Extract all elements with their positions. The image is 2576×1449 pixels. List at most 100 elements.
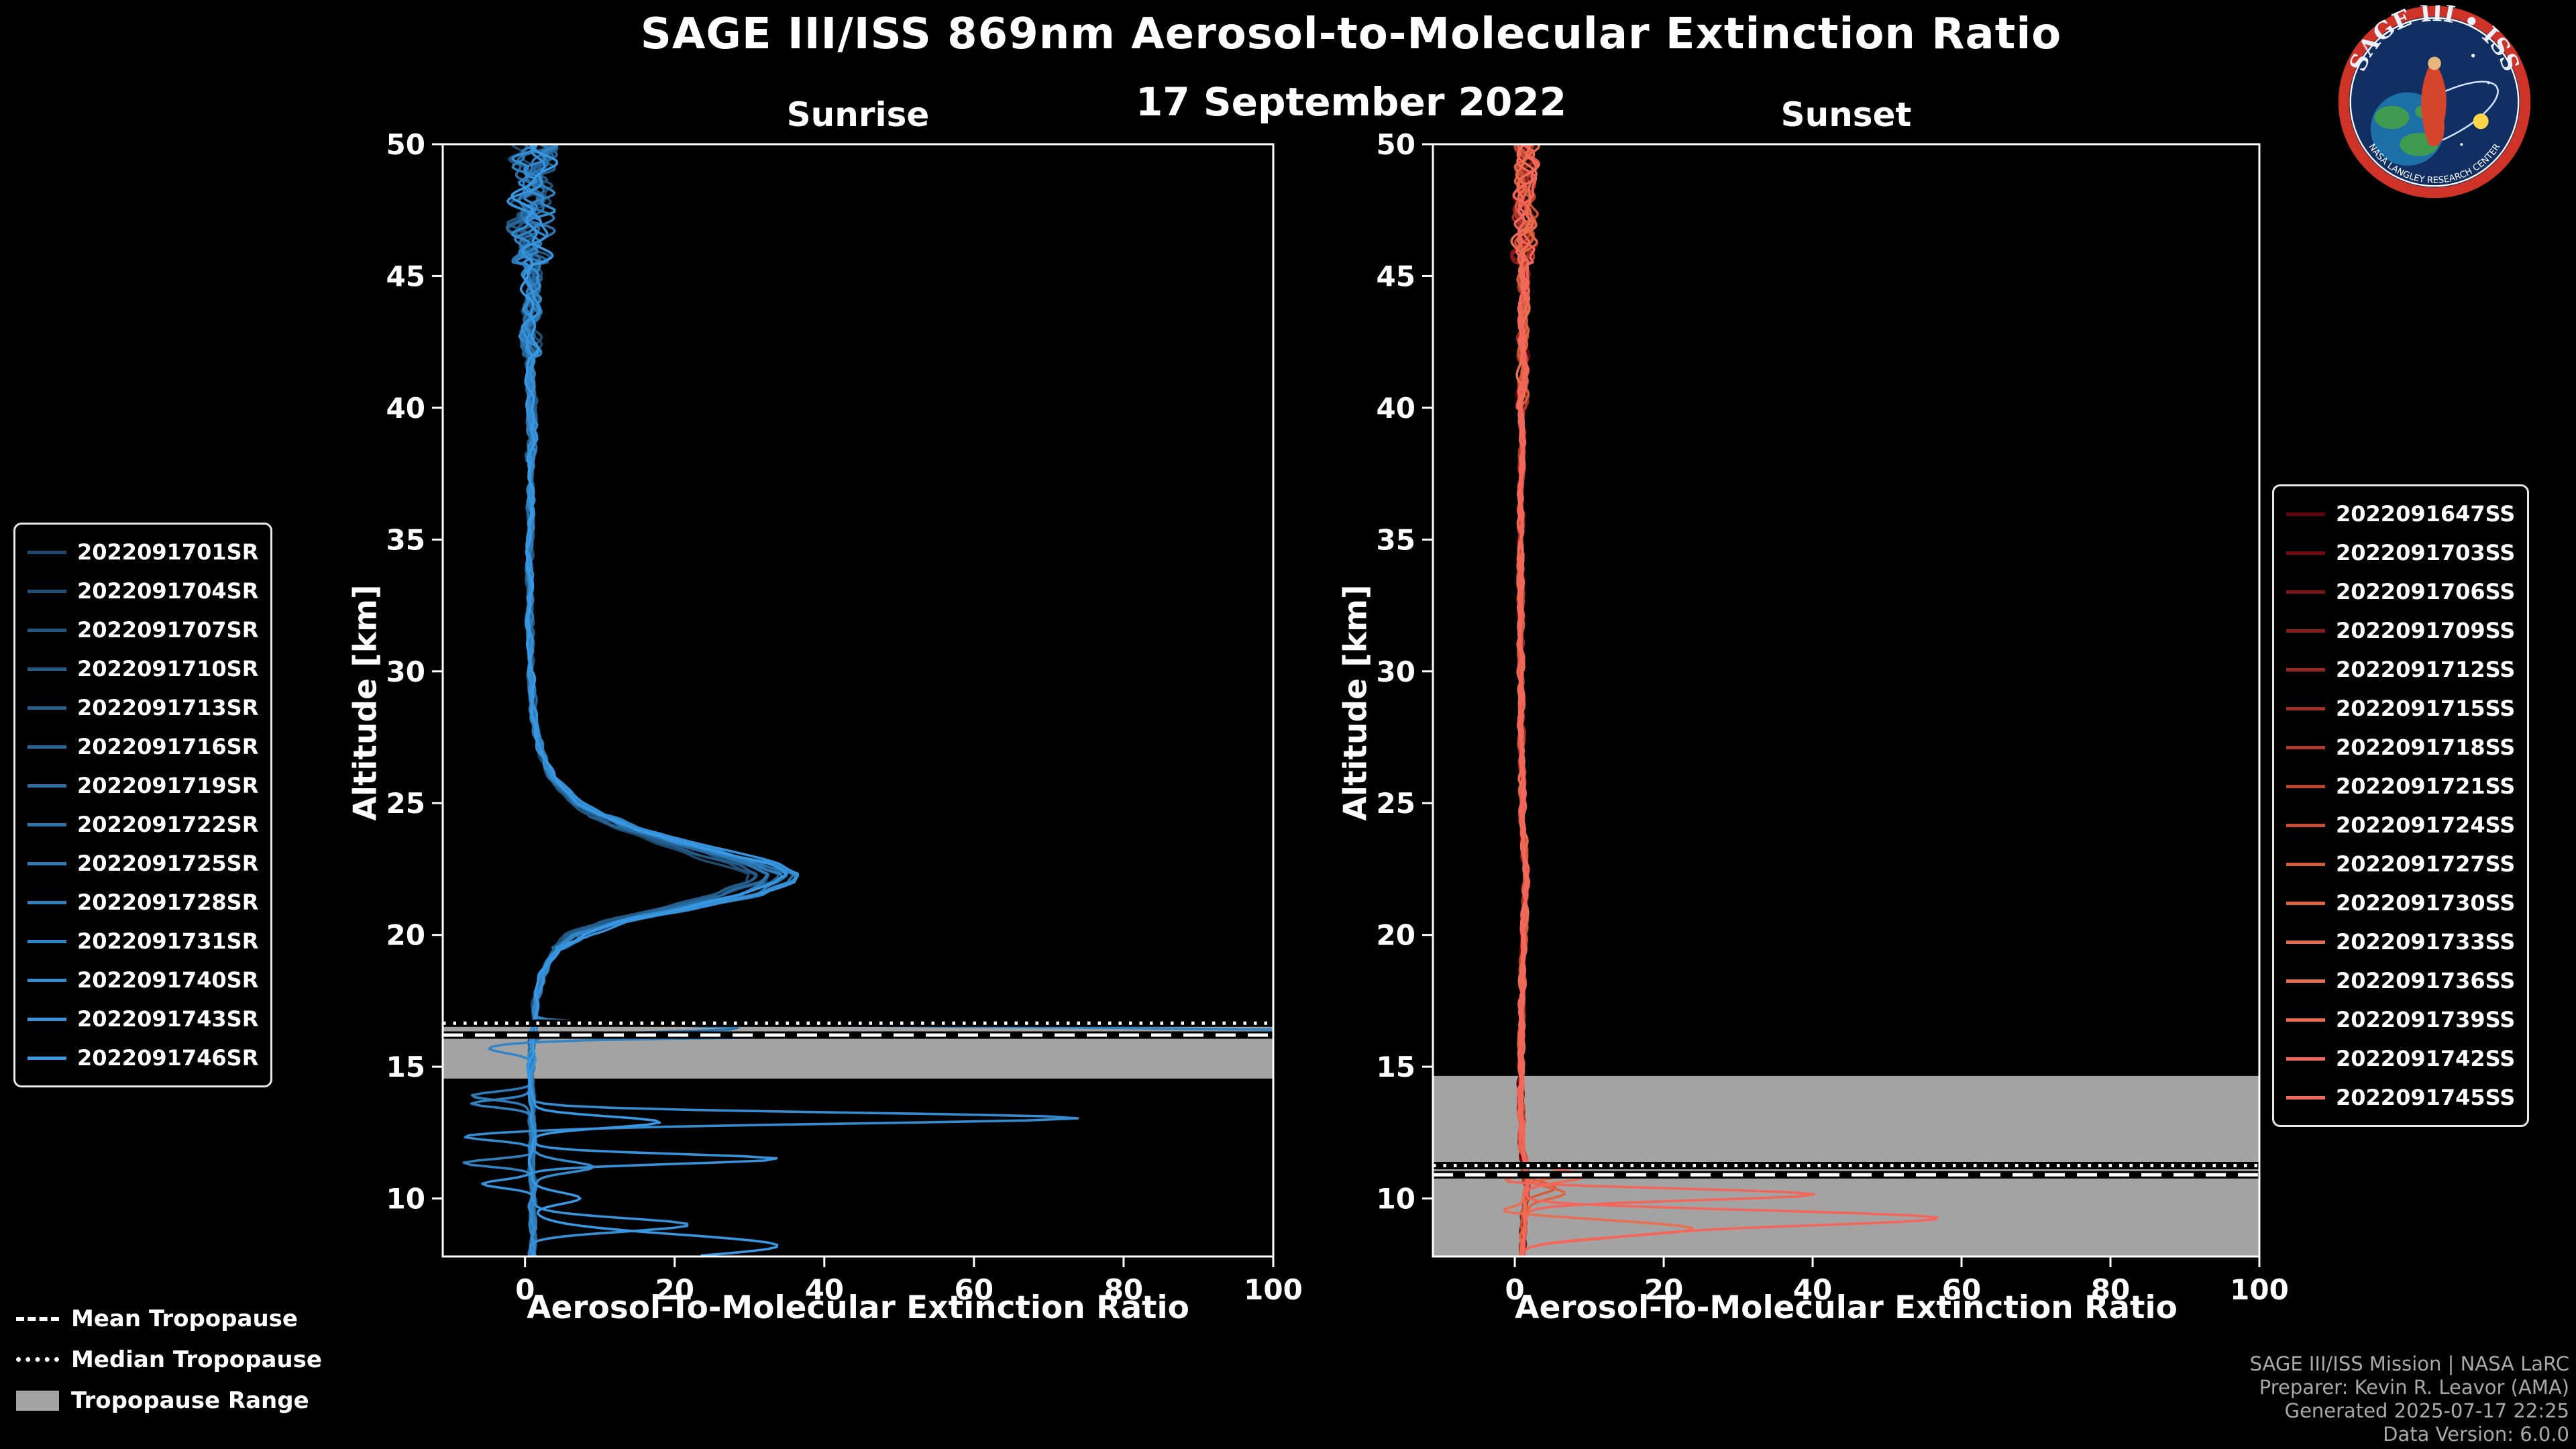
legend-item: 2022091716SR: [28, 727, 258, 766]
series-label: 2022091707SR: [77, 617, 259, 643]
y-tick-label: 45: [386, 260, 425, 292]
sun-icon: [2473, 113, 2489, 129]
series-color-swatch: [28, 900, 66, 904]
series-color-swatch: [28, 784, 66, 788]
legend-item: 2022091727SS: [2286, 845, 2515, 883]
y-tick-label: 10: [386, 1183, 425, 1216]
profile-line: [481, 145, 800, 1256]
series-color-swatch: [2286, 745, 2325, 749]
series-label: 2022091716SR: [77, 734, 259, 759]
legend-row-tropopause-range: Tropopause Range: [16, 1380, 322, 1421]
legend-item: 2022091724SS: [2286, 806, 2515, 845]
profile-line: [509, 145, 769, 1256]
profile-line: [1512, 145, 1588, 1256]
series-label: 2022091731SR: [77, 928, 259, 954]
x-tick-label: 0: [1505, 1273, 1524, 1306]
series-label: 2022091718SS: [2336, 735, 2516, 760]
series-label: 2022091736SS: [2336, 968, 2516, 994]
star-icon: [2471, 54, 2475, 58]
series-color-swatch: [28, 667, 66, 671]
legend-item: 2022091722SR: [28, 805, 258, 844]
footer-version-line: Data Version: 6.0.0: [2383, 1423, 2569, 1446]
y-tick-label: 35: [1377, 523, 1415, 556]
footer-credits: SAGE III/ISS Mission | NASA LaRC Prepare…: [2250, 1352, 2569, 1446]
mission-logo: SAGE III • ISS NASA LANGLEY RESEARCH CEN…: [2338, 5, 2531, 199]
series-color-swatch: [2286, 1057, 2325, 1061]
series-color-swatch: [28, 550, 66, 554]
sunrise-panel: 0 20 40 60 80 100 10 15 20 25 30 35 40 45 50: [386, 128, 1303, 1306]
series-color-swatch: [2286, 940, 2325, 944]
legend-item: 2022091706SS: [2286, 572, 2515, 611]
figure-face: [2428, 56, 2441, 70]
profiles-group: [462, 145, 1273, 1256]
series-color-swatch: [28, 939, 66, 943]
series-label: 2022091704SR: [77, 578, 259, 604]
legend-item: 2022091740SR: [28, 961, 258, 1000]
legend-item: 2022091718SS: [2286, 728, 2515, 767]
star-icon: [2460, 143, 2463, 146]
y-tick-label: 15: [386, 1051, 425, 1083]
series-label: 2022091715SS: [2336, 696, 2516, 721]
sunrise-legend: 2022091701SR 2022091704SR 2022091707SR 2022…: [13, 523, 273, 1087]
profile-line: [506, 145, 780, 1256]
series-color-swatch: [2286, 551, 2325, 555]
footer-mission-line: SAGE III/ISS Mission | NASA LaRC: [2249, 1352, 2569, 1375]
legend-item: 2022091730SS: [2286, 883, 2515, 922]
series-color-swatch: [28, 745, 66, 749]
y-tick-label: 35: [386, 523, 425, 556]
series-color-swatch: [28, 589, 66, 593]
y-tick-label: 25: [1377, 787, 1415, 820]
series-label: 2022091706SS: [2336, 579, 2516, 604]
legend-item: 2022091725SR: [28, 844, 258, 883]
series-label: 2022091701SR: [77, 539, 259, 565]
y-tick-label: 15: [1377, 1051, 1415, 1083]
series-label: 2022091709SS: [2336, 618, 2516, 643]
series-label: 2022091719SR: [77, 773, 259, 798]
series-label: 2022091728SR: [77, 890, 259, 915]
profile-line: [505, 145, 769, 1256]
logo-inner-ring: [2349, 17, 2520, 187]
legend-row-mean-tropopause: Mean Tropopause: [16, 1298, 322, 1339]
legend-label: Tropopause Range: [71, 1387, 309, 1414]
y-tick-label: 20: [1377, 919, 1415, 952]
series-color-swatch: [2286, 901, 2325, 905]
y-tick-label: 25: [386, 787, 425, 820]
profile-line: [508, 145, 757, 1256]
series-label: 2022091713SR: [77, 695, 259, 720]
legend-item: 2022091736SS: [2286, 961, 2515, 1000]
series-label: 2022091740SR: [77, 967, 259, 993]
legend-item: 2022091709SS: [2286, 611, 2515, 650]
profile-line: [464, 145, 1079, 1256]
profile-line: [513, 145, 788, 1256]
series-color-swatch: [28, 822, 66, 826]
x-tick-label: 0: [515, 1273, 535, 1306]
tropopause-legend: Mean Tropopause Median Tropopause Tropop…: [16, 1298, 322, 1421]
axes: 0 20 40 60 80 100 10 15 20 25 30 35 40 45 50: [386, 128, 1303, 1306]
profile-line: [470, 145, 769, 1256]
y-tick-label: 30: [1377, 655, 1415, 688]
legend-item: 2022091731SR: [28, 922, 258, 961]
series-color-swatch: [2286, 706, 2325, 710]
plot-spine: [1432, 143, 2261, 1258]
series-label: 2022091722SR: [77, 812, 259, 837]
legend-item: 2022091707SR: [28, 610, 258, 649]
sunset-legend: 2022091647SS 2022091703SS 2022091706SS 2022…: [2272, 484, 2530, 1127]
tropopause-lines: [443, 1019, 1273, 1039]
y-tick-label: 45: [1377, 260, 1415, 292]
x-tick-label: 80: [1104, 1273, 1143, 1306]
x-tick-label: 100: [1244, 1273, 1303, 1306]
x-tick-label: 100: [2230, 1273, 2289, 1306]
sunrise-y-axis-label: Altitude [km]: [347, 584, 384, 821]
profile-line: [511, 145, 788, 1256]
figure-date: 17 September 2022: [1135, 79, 1567, 125]
sunrise-x-axis-label: Aerosol-To-Molecular Extinction Ratio: [527, 1289, 1189, 1326]
series-color-swatch: [2286, 1018, 2325, 1022]
series-label: 2022091745SS: [2336, 1085, 2516, 1110]
profile-line: [506, 145, 758, 1256]
x-tick-label: 60: [1942, 1273, 1981, 1306]
legend-item: 2022091721SS: [2286, 767, 2515, 806]
series-color-swatch: [2286, 667, 2325, 672]
y-tick-label: 20: [386, 919, 425, 952]
legend-item: 2022091719SR: [28, 766, 258, 805]
